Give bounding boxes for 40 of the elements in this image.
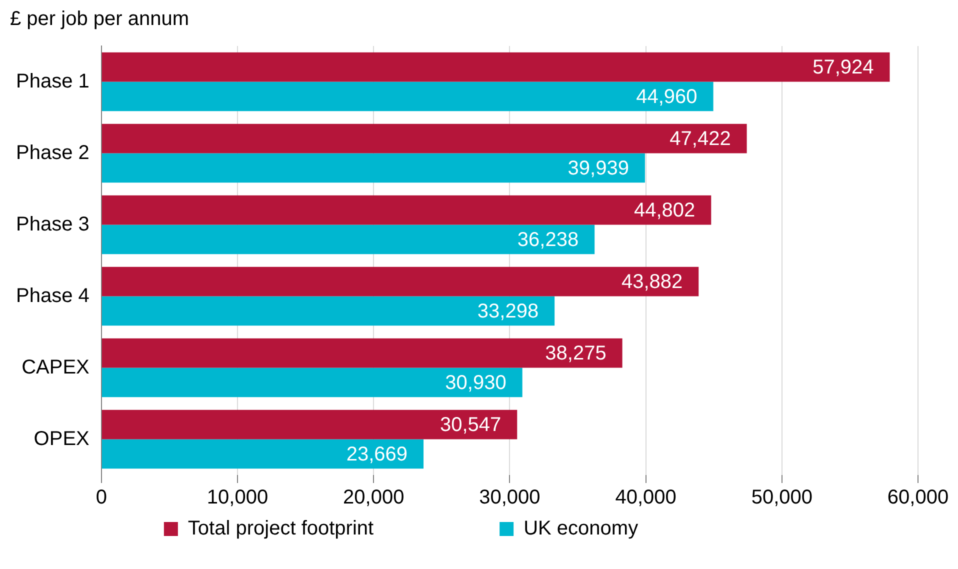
- x-tick-label: 0: [96, 486, 107, 509]
- data-label: 43,882: [621, 271, 683, 294]
- y-tick-label: CAPEX: [22, 356, 90, 378]
- y-axis-title: £ per job per annum: [10, 8, 190, 31]
- data-label: 57,924: [812, 56, 874, 79]
- y-tick-label: Phase 1: [16, 70, 90, 92]
- x-tick-label: 60,000: [887, 486, 949, 509]
- bar: [102, 82, 714, 112]
- bar: [102, 266, 699, 296]
- x-tick-label: 50,000: [751, 486, 812, 509]
- y-tick-label: Phase 4: [16, 284, 90, 307]
- y-tick-label: Phase 3: [16, 213, 90, 236]
- data-label: 36,238: [517, 228, 579, 251]
- data-label: 33,298: [477, 300, 539, 322]
- bar: [102, 153, 645, 183]
- bar: [102, 296, 555, 326]
- y-tick-label: Phase 2: [16, 142, 90, 164]
- bar: [102, 52, 890, 82]
- bar: [102, 368, 522, 398]
- bar: [102, 195, 712, 225]
- legend-label: Total project footprint: [188, 518, 494, 540]
- data-label: 39,939: [568, 157, 629, 180]
- bar: [102, 338, 622, 368]
- x-tick-label: 30,000: [479, 486, 540, 509]
- data-label: 30,930: [445, 372, 506, 394]
- x-tick-label: 10,000: [206, 486, 268, 509]
- data-label: 38,275: [545, 342, 606, 365]
- bar: [102, 410, 518, 440]
- data-label: 47,422: [670, 128, 731, 150]
- y-tick-label: OPEX: [34, 428, 90, 450]
- x-tick-label: 40,000: [615, 486, 676, 509]
- bar: [102, 224, 595, 254]
- bar: [102, 124, 747, 154]
- data-label: 44,960: [636, 86, 698, 108]
- data-label: 44,802: [634, 200, 696, 222]
- bar: [102, 439, 424, 469]
- legend-label: UK economy: [524, 518, 758, 540]
- data-label: 30,547: [440, 414, 502, 436]
- data-label: 23,669: [346, 443, 408, 466]
- x-tick-label: 20,000: [343, 486, 404, 509]
